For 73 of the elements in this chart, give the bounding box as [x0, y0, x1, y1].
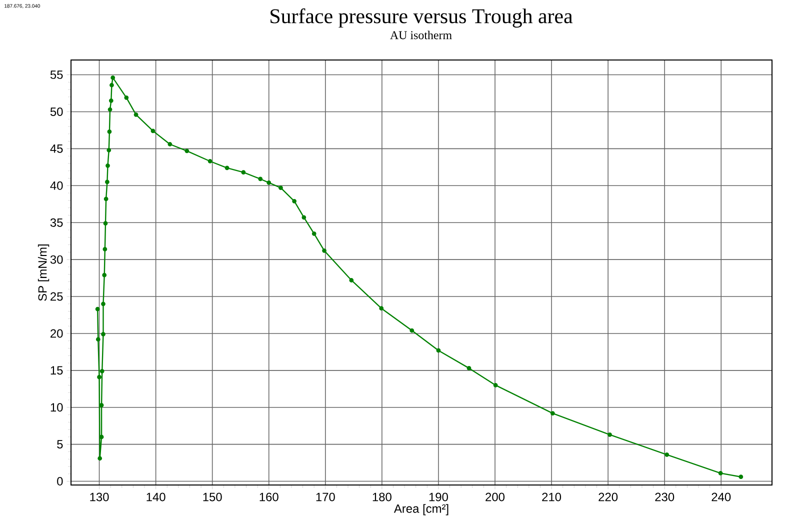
x-tick-label: 220	[598, 492, 618, 502]
chart-title: Surface pressure versus Trough area	[270, 8, 573, 28]
chart-subtitle: AU isotherm	[390, 30, 452, 40]
point	[241, 170, 246, 175]
point	[266, 180, 272, 185]
y-tick-label: 25	[50, 292, 63, 301]
point	[292, 198, 297, 204]
point	[107, 129, 112, 134]
y-tick-label: 30	[50, 255, 63, 264]
x-tick-label: 160	[260, 492, 278, 502]
point	[106, 163, 110, 168]
point	[493, 383, 498, 388]
point	[258, 176, 263, 182]
x-tick-label: 170	[316, 492, 335, 502]
point	[134, 112, 138, 117]
y-tick-label: 35	[50, 218, 63, 227]
x-tick-label: 150	[203, 492, 222, 502]
point	[102, 247, 108, 252]
point	[168, 142, 172, 146]
x-axis-title: Area [cm²]	[394, 504, 448, 516]
x-tick-label: 130	[90, 492, 109, 502]
y-tick-label: 45	[50, 144, 63, 153]
point	[101, 332, 106, 336]
point	[608, 432, 612, 437]
x-tick-label: 230	[655, 492, 674, 502]
y-tick-label: 20	[50, 329, 63, 338]
point	[124, 95, 129, 100]
point	[100, 368, 104, 374]
point	[664, 452, 670, 457]
x-tick-label: 240	[712, 492, 731, 502]
point	[224, 166, 230, 170]
point	[105, 180, 110, 184]
point	[150, 128, 156, 134]
point	[98, 456, 102, 461]
y-tick-label: 5	[57, 440, 63, 448]
point	[349, 278, 354, 282]
point	[106, 148, 112, 152]
y-tick-label: 50	[50, 107, 63, 116]
point	[738, 474, 744, 480]
point	[312, 231, 316, 236]
point	[184, 148, 190, 154]
point	[103, 221, 108, 226]
point	[97, 374, 102, 380]
point	[302, 215, 306, 220]
point	[101, 302, 106, 306]
y-tick-label: 15	[50, 366, 63, 375]
point	[322, 248, 326, 253]
y-axis-title: SP [mN/m]	[38, 244, 50, 301]
point	[379, 306, 384, 311]
point	[550, 411, 555, 416]
point	[208, 159, 212, 164]
x-tick-label: 140	[146, 492, 166, 502]
x-tick-label: 180	[372, 492, 392, 502]
y-tick-label: 55	[50, 70, 63, 79]
point	[104, 196, 108, 202]
y-tick-label: 40	[50, 181, 63, 190]
x-tick-label: 190	[429, 492, 448, 502]
x-tick-label: 200	[486, 492, 505, 502]
point	[436, 348, 441, 353]
point	[410, 328, 414, 333]
point	[110, 82, 114, 88]
y-tick-label: 0	[57, 477, 63, 486]
point	[95, 306, 100, 312]
point	[96, 337, 100, 342]
x-tick-label: 210	[542, 492, 562, 502]
y-tick-label: 10	[50, 403, 63, 412]
point	[466, 366, 472, 370]
point	[110, 76, 116, 80]
point	[102, 272, 107, 278]
point	[718, 470, 723, 476]
point	[108, 98, 114, 103]
point	[108, 107, 112, 112]
point	[278, 186, 283, 190]
